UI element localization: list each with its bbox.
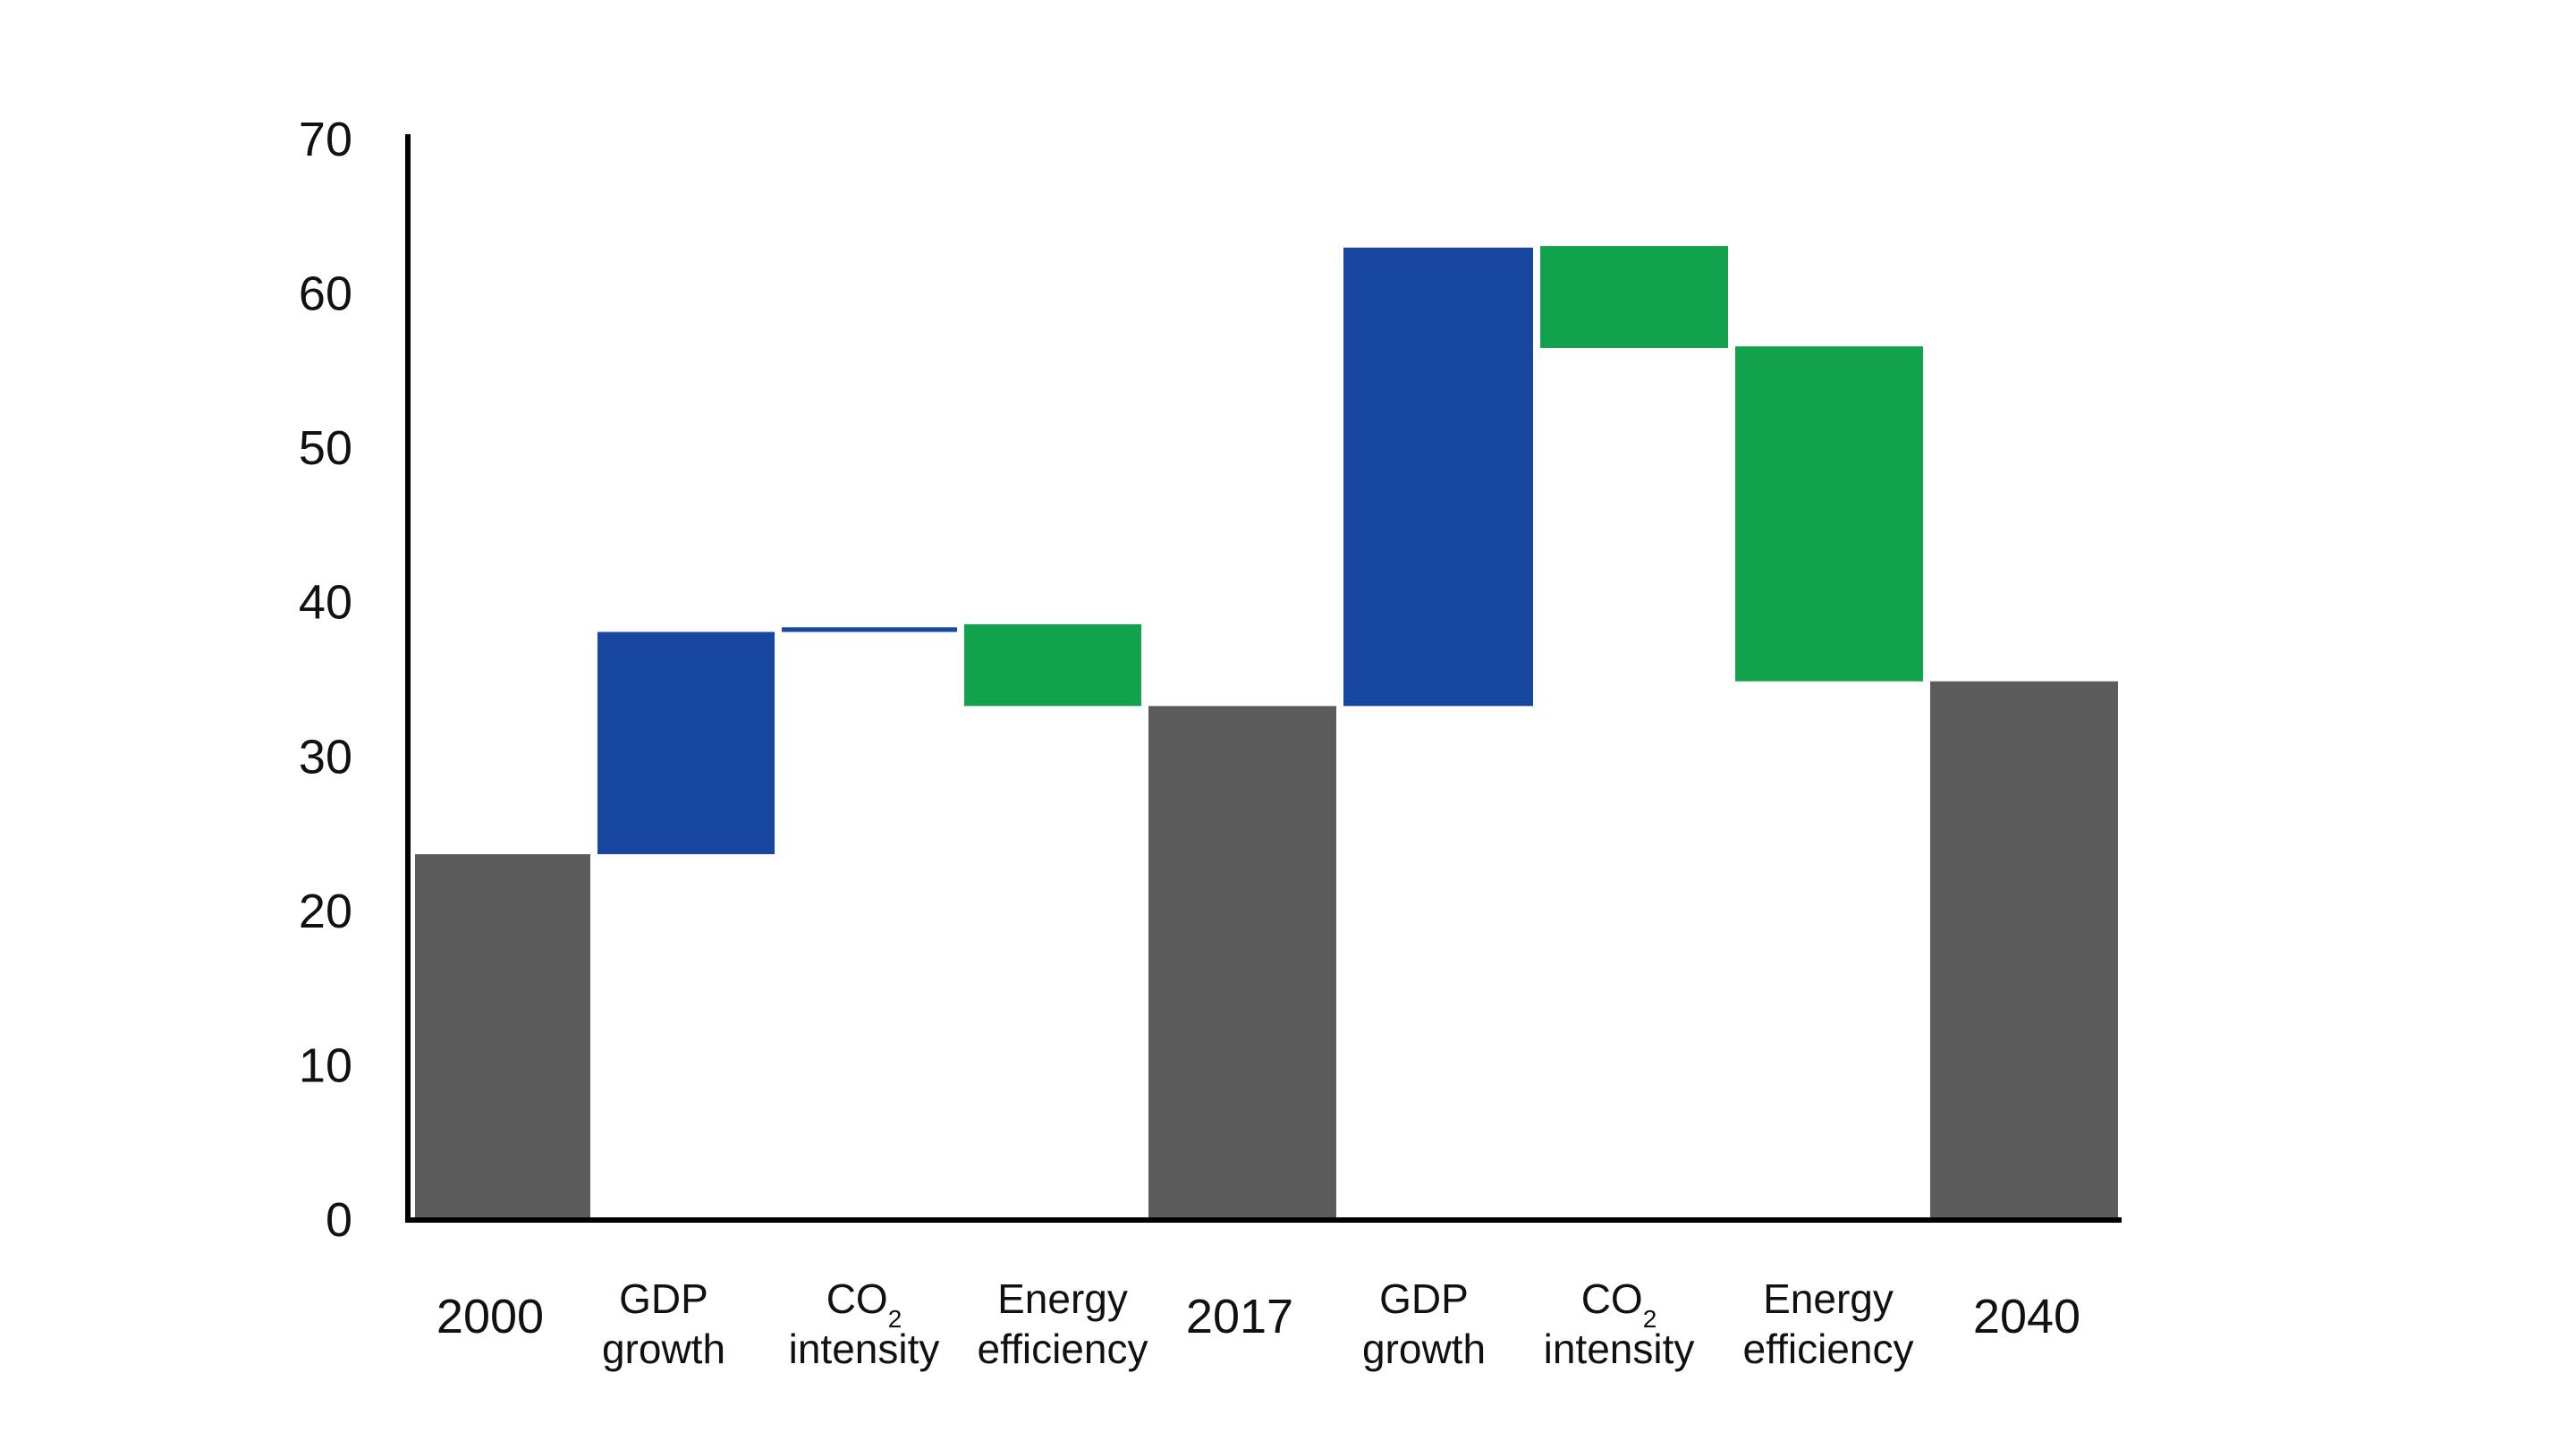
- subscript-text: 2: [888, 1305, 902, 1333]
- y-tick-label: 60: [299, 267, 352, 321]
- x-category-text: Energy: [1763, 1275, 1894, 1322]
- bar-6-decrease: [1540, 246, 1728, 348]
- bars-group: [415, 246, 2118, 1220]
- x-category-text: efficiency: [978, 1326, 1148, 1372]
- y-tick-label: 0: [326, 1193, 352, 1247]
- x-category-label: 2040: [1973, 1290, 2080, 1343]
- x-category-text: CO2: [1581, 1275, 1657, 1333]
- bar-3-decrease: [964, 623, 1141, 707]
- x-axis-labels: 2000 GDPgrowthCO2intensityEnergyefficienc…: [436, 1275, 2080, 1372]
- x-category-text: CO2: [826, 1275, 902, 1333]
- y-tick-label: 40: [299, 576, 352, 630]
- y-axis-ticks: 0 10 20 30 40 50 60 70: [299, 113, 352, 1247]
- bar-8-total: [1930, 681, 2118, 1220]
- x-category-label: 2017: [1186, 1290, 1293, 1343]
- x-category-text: Energy: [997, 1275, 1128, 1322]
- x-category-text: 2040: [1973, 1290, 2080, 1343]
- subscript-text: 2: [1643, 1305, 1657, 1333]
- bar-1-increase: [597, 631, 775, 855]
- y-tick-label: 30: [299, 730, 352, 784]
- x-category-label: 2000: [436, 1290, 544, 1343]
- bar-4-total: [1148, 706, 1336, 1220]
- x-category-text: GDP: [619, 1275, 708, 1322]
- x-category-text: intensity: [789, 1326, 940, 1372]
- y-tick-label: 10: [299, 1038, 352, 1092]
- y-tick-label: 20: [299, 885, 352, 938]
- y-tick-label: 70: [299, 113, 352, 166]
- x-category-text: 2000: [436, 1290, 544, 1343]
- x-category-text: GDP: [1379, 1275, 1469, 1322]
- bar-7-decrease: [1735, 346, 1923, 682]
- x-category-text: growth: [1362, 1326, 1486, 1372]
- y-tick-label: 50: [299, 421, 352, 475]
- bar-2-increase: [782, 627, 957, 632]
- bar-5-increase: [1343, 247, 1533, 707]
- x-category-text: 2017: [1186, 1290, 1293, 1343]
- x-category-text: intensity: [1544, 1326, 1695, 1372]
- x-category-text: efficiency: [1743, 1326, 1914, 1372]
- x-category-text: growth: [602, 1326, 725, 1372]
- bar-0-total: [415, 854, 590, 1220]
